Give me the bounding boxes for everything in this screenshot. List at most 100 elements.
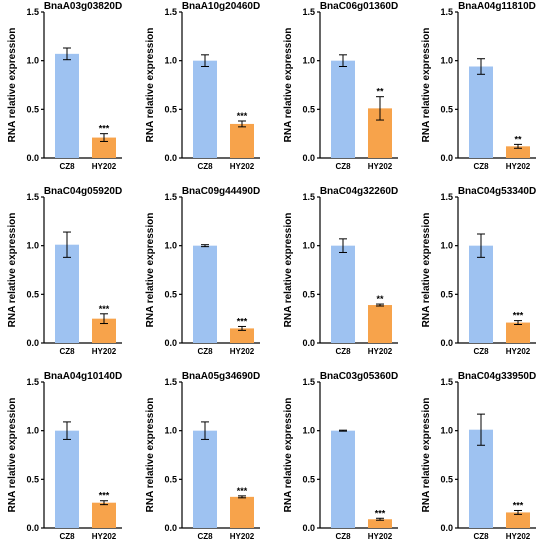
y-tick-label: 1.0: [440, 56, 453, 66]
x-tick-label: HY202: [368, 347, 393, 356]
chart-panel: BnaA04g11810D RNA relative expression 0.0 0…: [421, 1, 536, 171]
y-tick-label: 0.0: [302, 153, 315, 163]
y-tick-label: 0.5: [164, 289, 177, 299]
bar: [331, 245, 355, 343]
y-tick-label: 0.5: [302, 104, 315, 114]
y-axis-label: RNA relative expression: [421, 398, 432, 513]
significance-label: ***: [237, 486, 248, 496]
chart-panel: BnaA10g20460D RNA relative expression 0.0 0…: [145, 1, 260, 171]
chart-title: BnaC03g05360D: [320, 371, 398, 382]
y-tick-label: 1.5: [440, 7, 453, 17]
y-tick-label: 1.5: [26, 192, 39, 202]
x-tick-label: CZ8: [197, 162, 213, 171]
y-tick-label: 1.5: [302, 7, 315, 17]
bar: [55, 430, 79, 528]
x-tick-label: HY202: [92, 347, 117, 356]
bar: [469, 245, 493, 343]
y-tick-label: 0.0: [302, 338, 315, 348]
x-tick-label: HY202: [230, 532, 255, 541]
chart-title: BnaC06g01360D: [320, 1, 398, 12]
y-tick-label: 0.5: [302, 289, 315, 299]
y-tick-label: 1.0: [26, 426, 39, 436]
chart-panel: BnaC09g44490D RNA relative expression 0.0 0…: [145, 186, 260, 356]
y-tick-label: 0.5: [164, 104, 177, 114]
x-tick-label: CZ8: [335, 532, 351, 541]
y-tick-label: 1.0: [26, 56, 39, 66]
y-axis-label: RNA relative expression: [283, 213, 294, 328]
significance-label: ***: [513, 500, 524, 510]
y-axis-label: RNA relative expression: [7, 398, 18, 513]
y-tick-label: 1.0: [26, 241, 39, 251]
bar: [506, 512, 530, 528]
bar: [193, 245, 217, 343]
chart-panel: BnaC06g01360D RNA relative expression 0.0 0…: [283, 1, 398, 171]
chart-panel: BnaA03g03820D RNA relative expression 0.0 0…: [7, 1, 122, 171]
x-tick-label: HY202: [368, 532, 393, 541]
y-tick-label: 0.0: [164, 153, 177, 163]
bar: [55, 244, 79, 343]
y-tick-label: 0.0: [26, 153, 39, 163]
x-tick-label: CZ8: [59, 162, 75, 171]
y-tick-label: 0.0: [164, 338, 177, 348]
chart-title: BnaA10g20460D: [182, 1, 260, 12]
significance-label: ***: [237, 111, 248, 121]
y-tick-label: 1.0: [164, 241, 177, 251]
bar: [55, 53, 79, 158]
y-tick-label: 1.5: [440, 377, 453, 387]
y-tick-label: 0.5: [26, 474, 39, 484]
chart-title: BnaC04g33950D: [458, 371, 536, 382]
chart-title: BnaC04g32260D: [320, 186, 398, 197]
y-tick-label: 0.5: [440, 474, 453, 484]
y-axis-label: RNA relative expression: [421, 28, 432, 143]
x-tick-label: HY202: [230, 347, 255, 356]
x-tick-label: CZ8: [59, 347, 75, 356]
x-tick-label: HY202: [92, 162, 117, 171]
y-axis-label: RNA relative expression: [421, 213, 432, 328]
y-tick-label: 0.5: [440, 289, 453, 299]
y-tick-label: 1.5: [302, 377, 315, 387]
y-tick-label: 1.0: [302, 241, 315, 251]
x-tick-label: CZ8: [59, 532, 75, 541]
x-tick-label: CZ8: [197, 347, 213, 356]
x-tick-label: CZ8: [473, 162, 489, 171]
x-tick-label: CZ8: [473, 347, 489, 356]
bar: [368, 305, 392, 343]
y-tick-label: 1.5: [440, 192, 453, 202]
y-tick-label: 1.0: [164, 56, 177, 66]
y-tick-label: 1.0: [302, 56, 315, 66]
y-tick-label: 1.0: [302, 426, 315, 436]
x-tick-label: HY202: [506, 162, 531, 171]
chart-title: BnaA04g10140D: [44, 371, 122, 382]
chart-panel: BnaC04g05920D RNA relative expression 0.0 0…: [7, 186, 122, 356]
bar: [506, 322, 530, 343]
y-axis-label: RNA relative expression: [145, 213, 156, 328]
x-tick-label: CZ8: [335, 162, 351, 171]
significance-label: ***: [99, 304, 110, 314]
bar: [331, 60, 355, 158]
bar: [230, 328, 254, 343]
y-axis-label: RNA relative expression: [145, 398, 156, 513]
chart-panel: BnaA05g34690D RNA relative expression 0.0 0…: [145, 371, 260, 541]
y-axis-label: RNA relative expression: [145, 28, 156, 143]
significance-label: ***: [99, 491, 110, 501]
y-tick-label: 0.5: [26, 289, 39, 299]
x-tick-label: CZ8: [335, 347, 351, 356]
chart-title: BnaC09g44490D: [182, 186, 260, 197]
chart-panel: BnaA04g10140D RNA relative expression 0.0 0…: [7, 371, 122, 541]
y-tick-label: 1.5: [302, 192, 315, 202]
significance-label: ***: [237, 316, 248, 326]
chart-title: BnaC04g05920D: [44, 186, 122, 197]
y-axis-label: RNA relative expression: [7, 28, 18, 143]
x-tick-label: CZ8: [197, 532, 213, 541]
bar: [92, 137, 116, 158]
bar: [230, 496, 254, 528]
significance-label: ***: [375, 508, 386, 518]
chart-title: BnaA05g34690D: [182, 371, 260, 382]
y-tick-label: 1.5: [164, 377, 177, 387]
bar: [469, 429, 493, 528]
y-tick-label: 1.5: [26, 7, 39, 17]
bar: [193, 60, 217, 158]
y-tick-label: 0.5: [302, 474, 315, 484]
y-axis-label: RNA relative expression: [7, 213, 18, 328]
